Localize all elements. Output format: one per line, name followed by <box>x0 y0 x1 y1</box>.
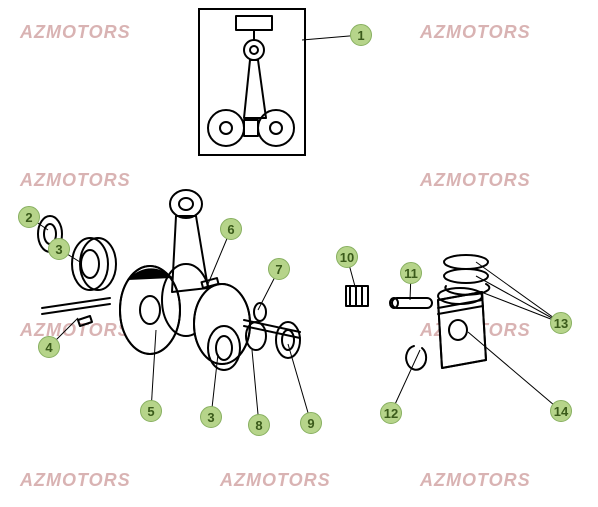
callout-8: 8 <box>248 414 270 436</box>
callout-10: 10 <box>336 246 358 268</box>
callout-9: 9 <box>300 412 322 434</box>
callout-12: 12 <box>380 402 402 424</box>
callout-13: 13 <box>550 312 572 334</box>
callout-7: 7 <box>268 258 290 280</box>
callout-6: 6 <box>220 218 242 240</box>
callout-4: 4 <box>38 336 60 358</box>
callout-2: 2 <box>18 206 40 228</box>
callout-1: 1 <box>350 24 372 46</box>
callout-5: 5 <box>140 400 162 422</box>
leader-lines <box>0 0 598 507</box>
callout-14: 14 <box>550 400 572 422</box>
callout-3: 3 <box>200 406 222 428</box>
callout-11: 11 <box>400 262 422 284</box>
callout-3: 3 <box>48 238 70 260</box>
